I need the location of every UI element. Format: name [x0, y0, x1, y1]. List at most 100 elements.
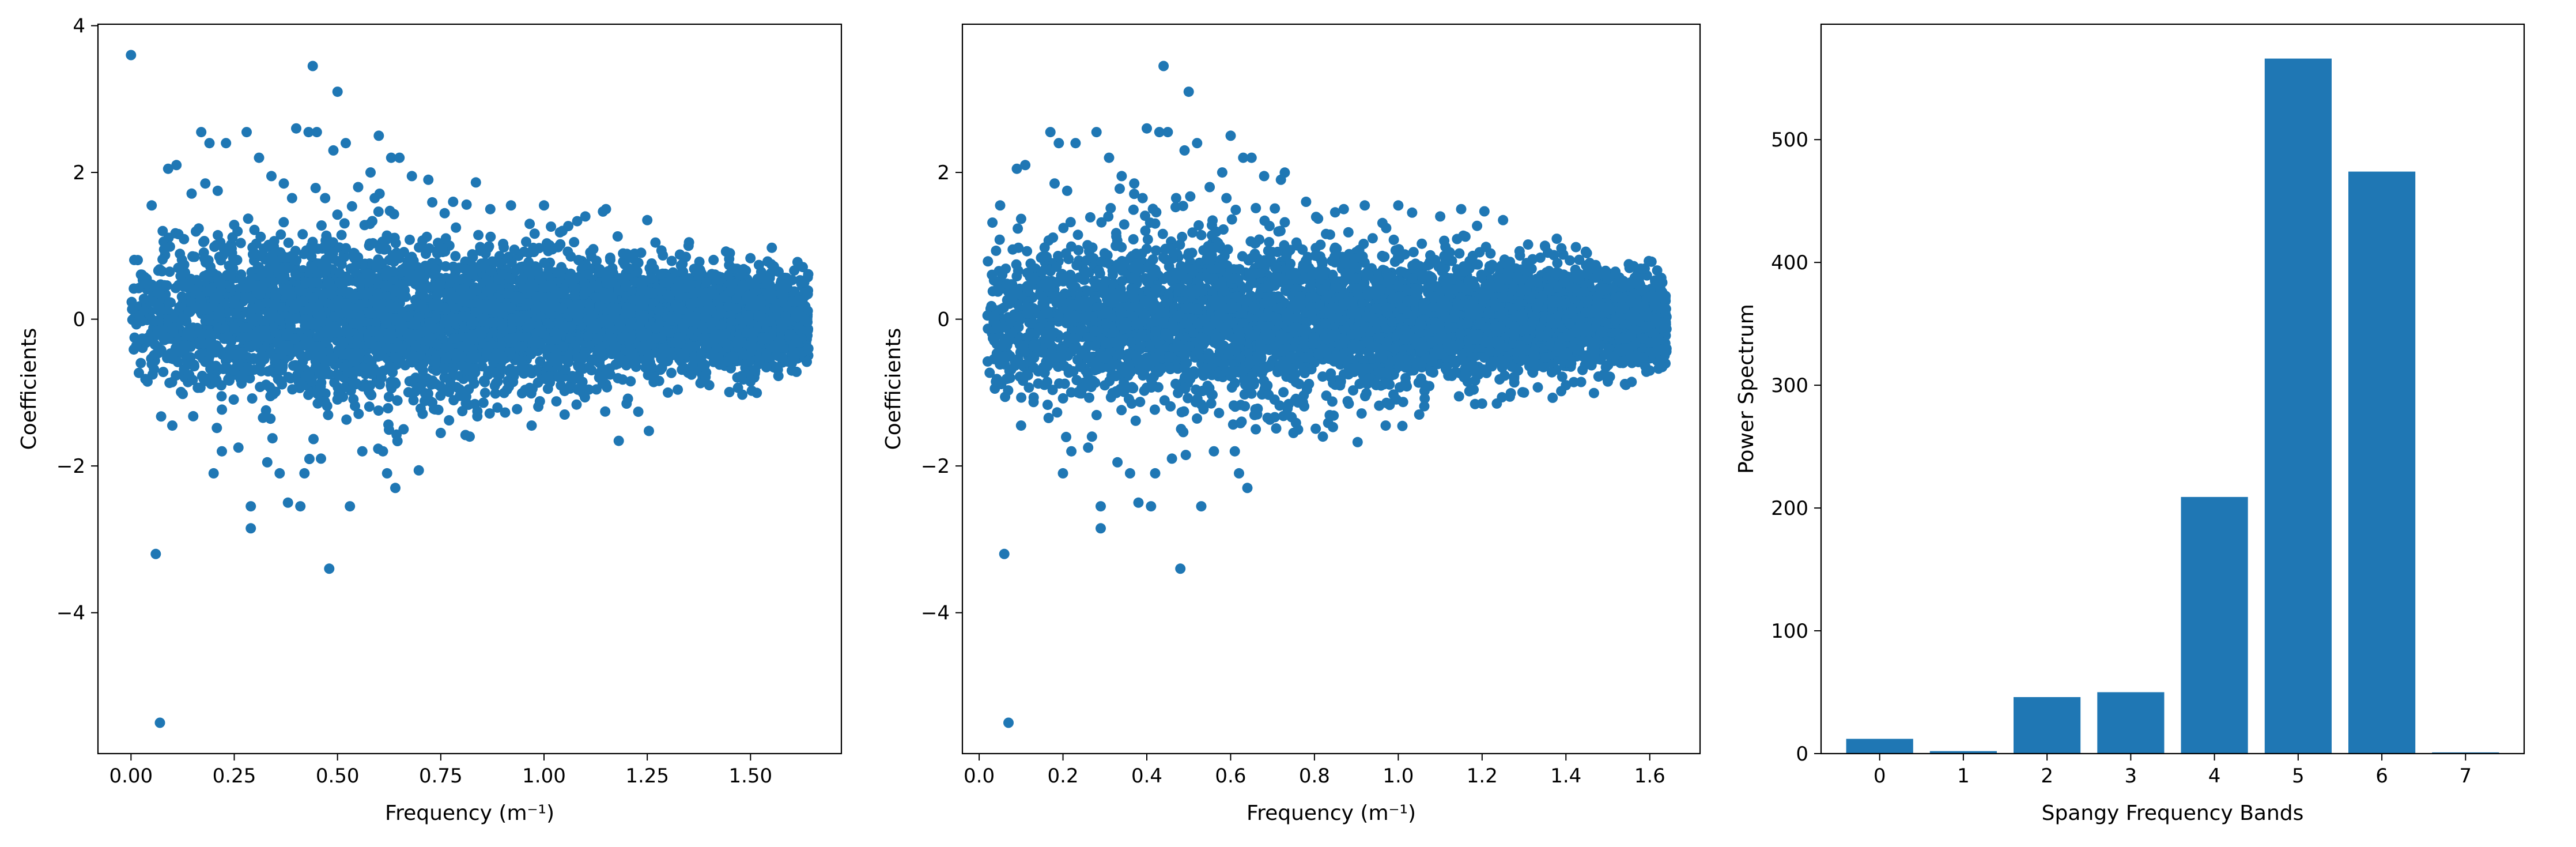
scatter-point	[579, 289, 590, 300]
scatter-point	[480, 304, 491, 315]
scatter-point	[427, 397, 438, 408]
scatter-point	[592, 334, 603, 345]
scatter-point	[297, 229, 308, 240]
scatter-point	[211, 423, 222, 434]
scatter-point	[451, 348, 462, 359]
scatter-point	[594, 301, 605, 312]
scatter-point	[283, 371, 294, 382]
scatter-point	[542, 383, 553, 394]
scatter-point	[386, 377, 396, 387]
scatter-point	[460, 332, 471, 343]
scatter-point	[399, 247, 409, 258]
scatter-point	[348, 318, 359, 329]
scatter-point	[331, 327, 342, 338]
scatter-point	[384, 424, 394, 435]
scatter-point	[461, 273, 472, 284]
scatter-point	[427, 197, 438, 208]
scatter-point	[287, 384, 298, 395]
scatter-point	[666, 367, 677, 378]
scatter-point	[365, 380, 376, 391]
scatter-point	[485, 265, 496, 276]
scatter-point	[743, 290, 754, 301]
scatter-point	[322, 401, 333, 412]
scatter-point	[328, 352, 339, 363]
scatter-point	[161, 280, 172, 291]
scatter-point	[426, 258, 437, 269]
scatter-point	[272, 263, 283, 274]
scatter-point	[427, 375, 438, 386]
scatter-point	[553, 318, 564, 329]
scatter-point	[777, 279, 788, 290]
scatter-point	[551, 396, 562, 407]
scatter-point	[572, 216, 583, 227]
scatter-point	[688, 360, 698, 371]
scatter-point	[316, 366, 327, 377]
scatter-point	[174, 302, 185, 313]
scatter-point	[192, 382, 203, 393]
scatter-point	[454, 384, 465, 395]
scatter-point	[605, 254, 615, 265]
scatter-point	[765, 284, 776, 295]
scatter-point	[535, 338, 546, 349]
scatter-point	[267, 433, 278, 444]
scatter-point	[213, 229, 223, 240]
scatter-point	[364, 238, 375, 249]
scatter-point	[308, 292, 319, 303]
scatter-point	[728, 353, 739, 364]
scatter-point	[766, 242, 777, 253]
scatter-point	[184, 324, 195, 335]
scatter-point	[237, 347, 248, 357]
scatter-point	[290, 270, 301, 281]
scatter-point	[129, 344, 139, 355]
scatter-point	[217, 404, 228, 415]
scatter-point	[134, 367, 144, 378]
scatter-point	[306, 240, 316, 251]
scatter-point	[583, 384, 594, 395]
scatter-point	[349, 252, 360, 262]
scatter-point	[176, 291, 187, 302]
scatter-point	[334, 267, 345, 278]
scatter-point	[572, 315, 583, 326]
scatter-point	[700, 360, 711, 370]
scatter-point	[778, 291, 789, 301]
scatter-point	[165, 353, 176, 364]
scatter-point	[509, 244, 520, 255]
scatter-point	[186, 188, 197, 199]
scatter-point	[588, 280, 599, 291]
scatter-point	[505, 274, 516, 285]
scatter-point	[312, 389, 323, 400]
scatter-point	[323, 409, 334, 420]
scatter-point	[439, 364, 450, 375]
scatter-point	[312, 398, 323, 409]
scatter-point	[248, 353, 259, 364]
scatter-point	[211, 340, 222, 351]
scatter-point	[167, 377, 177, 387]
scatter-point	[373, 206, 384, 217]
scatter-point	[533, 401, 544, 412]
scatter-point	[303, 389, 314, 400]
scatter-point	[224, 261, 235, 271]
scatter-point	[522, 322, 532, 333]
scatter-point	[228, 394, 239, 405]
scatter-point	[216, 391, 227, 402]
scatter-point	[673, 384, 683, 395]
scatter-point	[133, 255, 143, 266]
scatter-point	[232, 226, 243, 237]
scatter-point	[382, 230, 392, 241]
scatter-point	[289, 304, 299, 315]
scatter-point	[188, 411, 199, 421]
scatter-point	[156, 411, 167, 422]
scatter-point	[295, 341, 306, 352]
scatter-point	[416, 240, 426, 251]
scatter-point	[198, 338, 209, 349]
scatter-point	[218, 243, 229, 254]
scatter-point	[479, 387, 490, 398]
scatter-point	[736, 371, 747, 382]
scatter-point	[126, 296, 137, 307]
scatter-point	[484, 408, 495, 419]
scatter-point	[575, 382, 586, 393]
scatter-point	[500, 407, 511, 418]
scatter-point	[645, 273, 656, 284]
scatter-point	[250, 249, 260, 259]
